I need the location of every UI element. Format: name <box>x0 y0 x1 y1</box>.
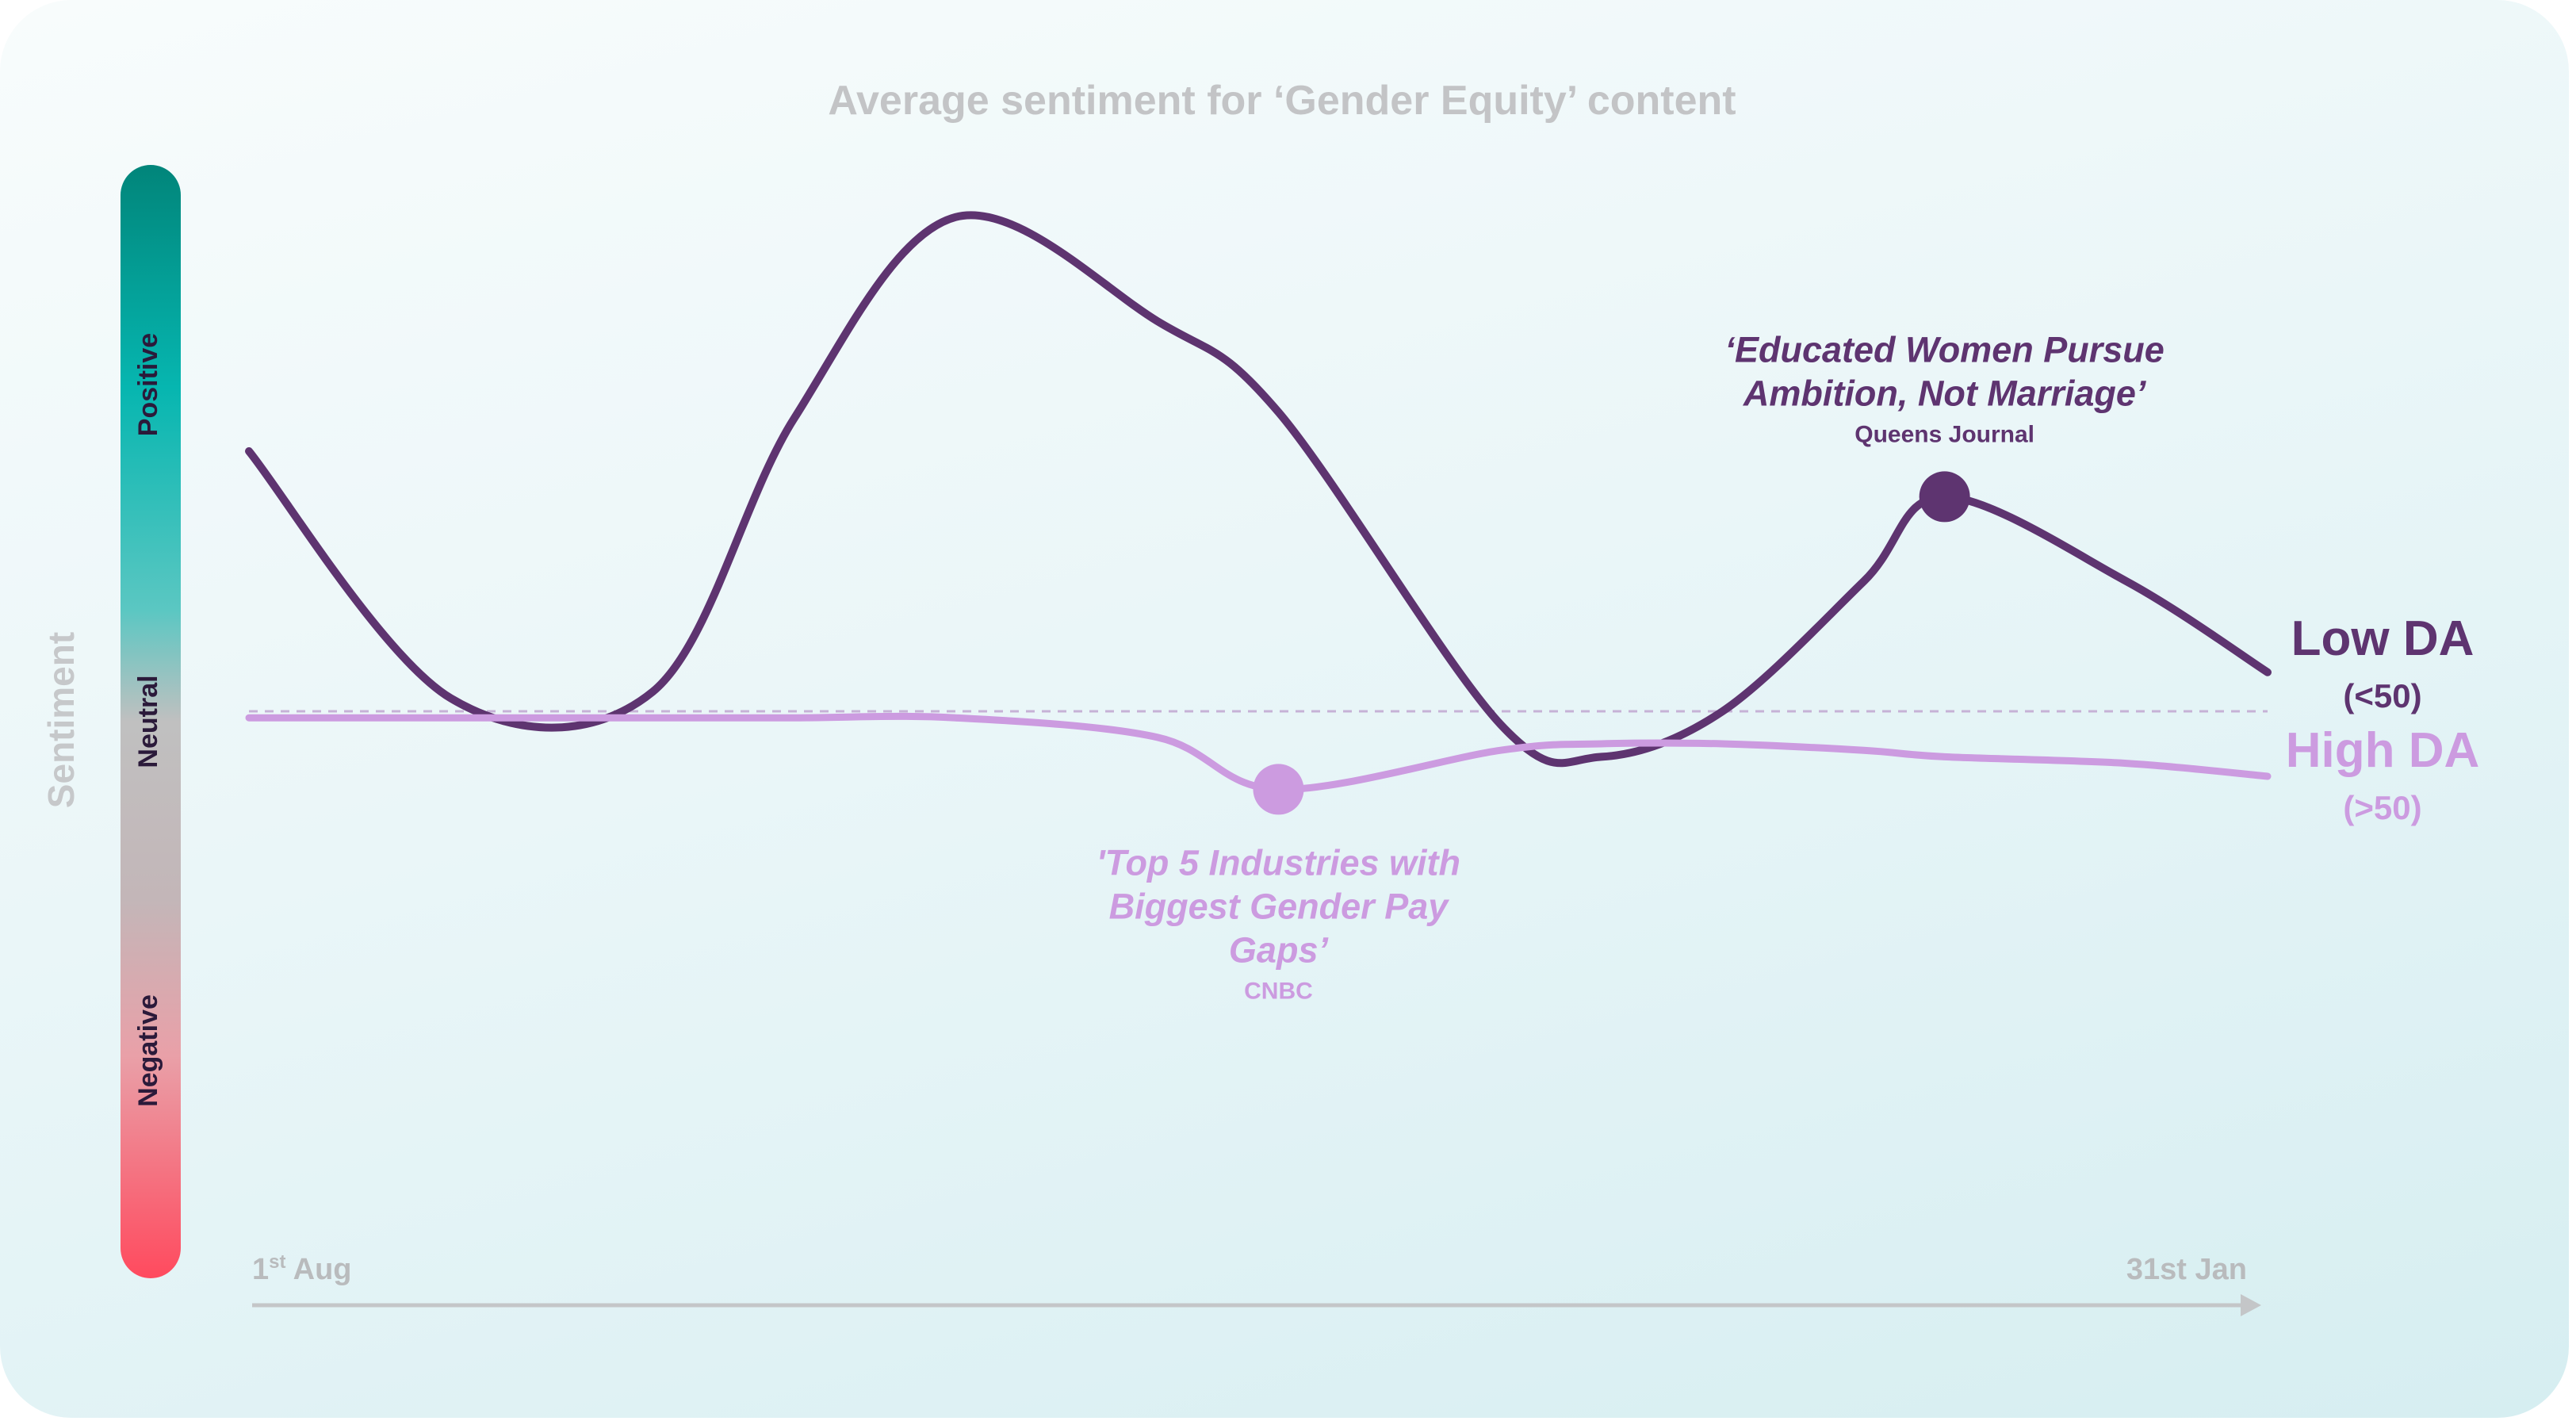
series-sublabel-high-da: (>50) <box>2343 789 2421 826</box>
series-sublabel-low-da: (<50) <box>2343 677 2421 714</box>
sentiment-scale-bar <box>121 165 181 1278</box>
chart-title: Average sentiment for ‘Gender Equity’ co… <box>828 78 1736 124</box>
annotation-1-title-line-1: ‘Educated Women Pursue <box>1724 329 2164 370</box>
annotation-2-title-line-2: Biggest Gender Pay <box>1109 886 1450 926</box>
x-tick-start-month: Aug <box>285 1253 351 1286</box>
annotation-marker-2 <box>1253 764 1304 815</box>
x-axis-arrowhead <box>2241 1294 2261 1316</box>
annotation-1-title-line-2: Ambition, Not Marriage’ <box>1743 373 2147 413</box>
annotation-1-source: Queens Journal <box>1854 421 2034 447</box>
series-line-low-da <box>245 211 2272 768</box>
series-line-high-da <box>245 712 2272 793</box>
annotation-2-source: CNBC <box>1244 978 1313 1004</box>
band-label-negative: Negative <box>133 994 163 1107</box>
y-axis-title: Sentiment <box>40 632 82 808</box>
series-label-high-da: High DA <box>2286 723 2480 778</box>
annotation-2-title-line-3: Gaps’ <box>1229 929 1330 970</box>
series-layer: Low DA (<50) High DA (>50) <box>245 211 2480 826</box>
band-label-neutral: Neutral <box>133 675 163 768</box>
x-tick-start-suffix: st <box>269 1251 285 1273</box>
x-tick-end: 31st Jan <box>2126 1253 2247 1286</box>
x-tick-start-number: 1 <box>252 1253 269 1286</box>
x-tick-start: 1st Aug <box>252 1251 352 1286</box>
series-label-low-da: Low DA <box>2291 611 2475 666</box>
annotation-marker-1 <box>1919 471 1970 523</box>
band-label-positive: Positive <box>133 333 163 436</box>
annotation-2-title-line-1: 'Top 5 Industries with <box>1097 842 1460 883</box>
